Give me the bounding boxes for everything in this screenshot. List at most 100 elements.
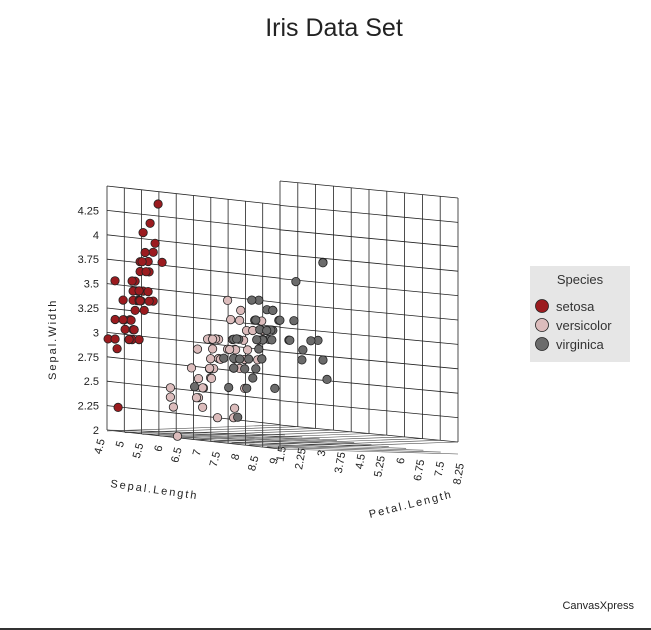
- z-tick-label: 3.75: [333, 451, 349, 474]
- point-setosa: [141, 267, 151, 277]
- point-setosa: [145, 218, 155, 228]
- y-tick-label: 2: [93, 425, 99, 437]
- legend-title: Species: [557, 272, 604, 287]
- point-setosa: [110, 314, 120, 325]
- chart-title: Iris Data Set: [265, 14, 403, 42]
- point-versicolor: [208, 334, 218, 344]
- floor-line: [284, 441, 459, 449]
- point-setosa: [134, 334, 144, 345]
- point-virginica: [252, 335, 262, 345]
- z-tick-label: 6.75: [412, 459, 428, 482]
- floor-line: [160, 429, 334, 437]
- point-virginica: [298, 345, 308, 355]
- z-tick-label: 4.5: [354, 453, 368, 470]
- y-tick-label: 4: [93, 230, 99, 242]
- point-versicolor: [236, 305, 246, 315]
- grid-line: [279, 302, 459, 321]
- point-setosa: [157, 257, 167, 267]
- legend-label-virginica: virginica: [556, 337, 604, 352]
- point-versicolor: [191, 393, 202, 403]
- point-setosa: [112, 344, 122, 354]
- point-versicolor: [165, 383, 175, 393]
- point-setosa: [138, 228, 148, 238]
- point-virginica: [251, 364, 261, 374]
- grid-line: [279, 253, 459, 272]
- point-setosa: [143, 286, 153, 297]
- point-virginica: [229, 363, 239, 373]
- z-tick-label: 7.5: [433, 461, 447, 478]
- y-tick-label: 3.25: [78, 303, 99, 315]
- point-setosa: [127, 276, 137, 286]
- point-virginica: [232, 334, 242, 344]
- point-virginica: [248, 373, 258, 383]
- point-virginica: [275, 315, 285, 325]
- data-points: [103, 199, 332, 441]
- point-virginica: [224, 382, 234, 393]
- grid-line: [106, 234, 281, 255]
- point-virginica: [251, 315, 261, 325]
- point-versicolor: [205, 363, 215, 373]
- y-tick-label: 2.5: [84, 376, 99, 388]
- z-tick-label: 6: [395, 457, 408, 465]
- floor-line: [279, 448, 459, 455]
- floor-line: [106, 424, 281, 432]
- z-axis-title: Petal.Length: [368, 489, 454, 521]
- x-tick-label: 6: [152, 444, 165, 453]
- point-versicolor: [186, 363, 197, 373]
- z-tick-label: 3: [316, 449, 329, 457]
- y-tick-label: 2.75: [78, 352, 99, 364]
- floor-line: [142, 428, 316, 435]
- point-setosa: [113, 402, 123, 412]
- x-tick-label: 5.5: [131, 442, 147, 460]
- y-tick-label: 4.25: [78, 205, 99, 217]
- point-virginica: [233, 412, 243, 422]
- floor-line: [249, 438, 423, 445]
- point-versicolor: [206, 373, 217, 383]
- bottom-border: [0, 628, 651, 630]
- x-tick-label: 7: [191, 448, 204, 457]
- grid-line: [279, 278, 459, 296]
- point-versicolor: [193, 373, 204, 384]
- legend: Species setosa versicolor virginica: [530, 266, 630, 362]
- point-virginica: [297, 355, 307, 365]
- point-virginica: [318, 355, 328, 365]
- point-versicolor: [168, 402, 178, 412]
- point-versicolor: [172, 431, 183, 441]
- point-versicolor: [212, 413, 223, 423]
- point-virginica: [270, 383, 280, 393]
- grid-line: [279, 180, 459, 199]
- y-tick-label: 3.5: [84, 279, 99, 291]
- floor-line: [231, 436, 405, 444]
- x-axis-title: Sepal.Length: [110, 478, 200, 502]
- y-tick-label: 3: [93, 327, 99, 339]
- x-tick-label: 4.5: [92, 438, 108, 456]
- point-setosa: [153, 199, 163, 209]
- point-versicolor: [243, 345, 253, 355]
- floor-line: [267, 440, 441, 447]
- x-tick-label: 6.5: [169, 446, 185, 464]
- x-tick-label: 5: [114, 440, 127, 449]
- point-versicolor: [198, 383, 208, 393]
- point-virginica: [240, 364, 250, 374]
- legend-swatch-virginica: [535, 337, 549, 351]
- point-virginica: [219, 353, 229, 363]
- y-tick-label: 2.25: [78, 401, 99, 413]
- floor-line: [195, 433, 370, 440]
- grid-line: [279, 229, 459, 248]
- axis-ticks: 2 2.25 2.5 2.75 3 3.25 3.5 3.75 4 4.25 4.5 5 5.5 6 6.5…: [78, 205, 467, 485]
- point-setosa: [140, 247, 150, 258]
- grid-line: [279, 205, 459, 223]
- point-setosa: [137, 257, 147, 267]
- z-tick-label: 5.25: [372, 455, 388, 478]
- point-setosa: [124, 334, 134, 345]
- point-setosa: [148, 247, 158, 257]
- legend-label-versicolor: versicolor: [556, 318, 612, 333]
- point-versicolor: [226, 314, 236, 325]
- point-virginica: [318, 258, 328, 268]
- point-virginica: [268, 305, 278, 315]
- point-virginica: [242, 383, 252, 393]
- point-setosa: [129, 325, 139, 335]
- floor-line: [213, 434, 387, 442]
- point-setosa: [118, 315, 128, 325]
- x-tick-label: 8: [229, 452, 242, 461]
